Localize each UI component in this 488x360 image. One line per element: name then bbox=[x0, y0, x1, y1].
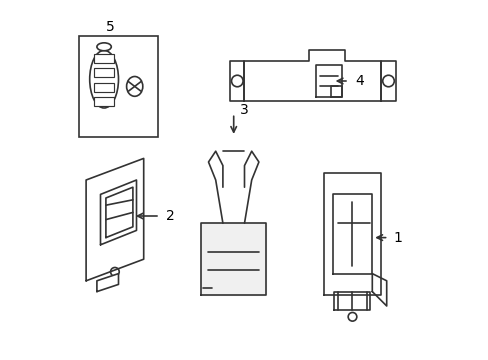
Polygon shape bbox=[334, 292, 370, 310]
Text: 3: 3 bbox=[240, 103, 248, 117]
Polygon shape bbox=[230, 61, 244, 101]
Polygon shape bbox=[316, 65, 341, 97]
Text: 4: 4 bbox=[355, 74, 364, 88]
Polygon shape bbox=[323, 173, 381, 295]
Ellipse shape bbox=[126, 77, 142, 96]
Polygon shape bbox=[101, 180, 136, 245]
Polygon shape bbox=[381, 61, 395, 101]
Polygon shape bbox=[86, 158, 143, 281]
Ellipse shape bbox=[97, 43, 111, 51]
Polygon shape bbox=[97, 274, 118, 292]
Text: 5: 5 bbox=[105, 20, 114, 34]
Polygon shape bbox=[371, 274, 386, 306]
Bar bbox=[94, 68, 114, 77]
Bar bbox=[79, 36, 158, 137]
Polygon shape bbox=[201, 223, 265, 295]
Bar bbox=[94, 97, 114, 106]
Polygon shape bbox=[244, 50, 381, 101]
Ellipse shape bbox=[89, 50, 118, 108]
Bar bbox=[94, 83, 114, 92]
Text: 1: 1 bbox=[392, 231, 401, 244]
Bar bbox=[94, 54, 114, 63]
Text: 2: 2 bbox=[166, 209, 175, 223]
